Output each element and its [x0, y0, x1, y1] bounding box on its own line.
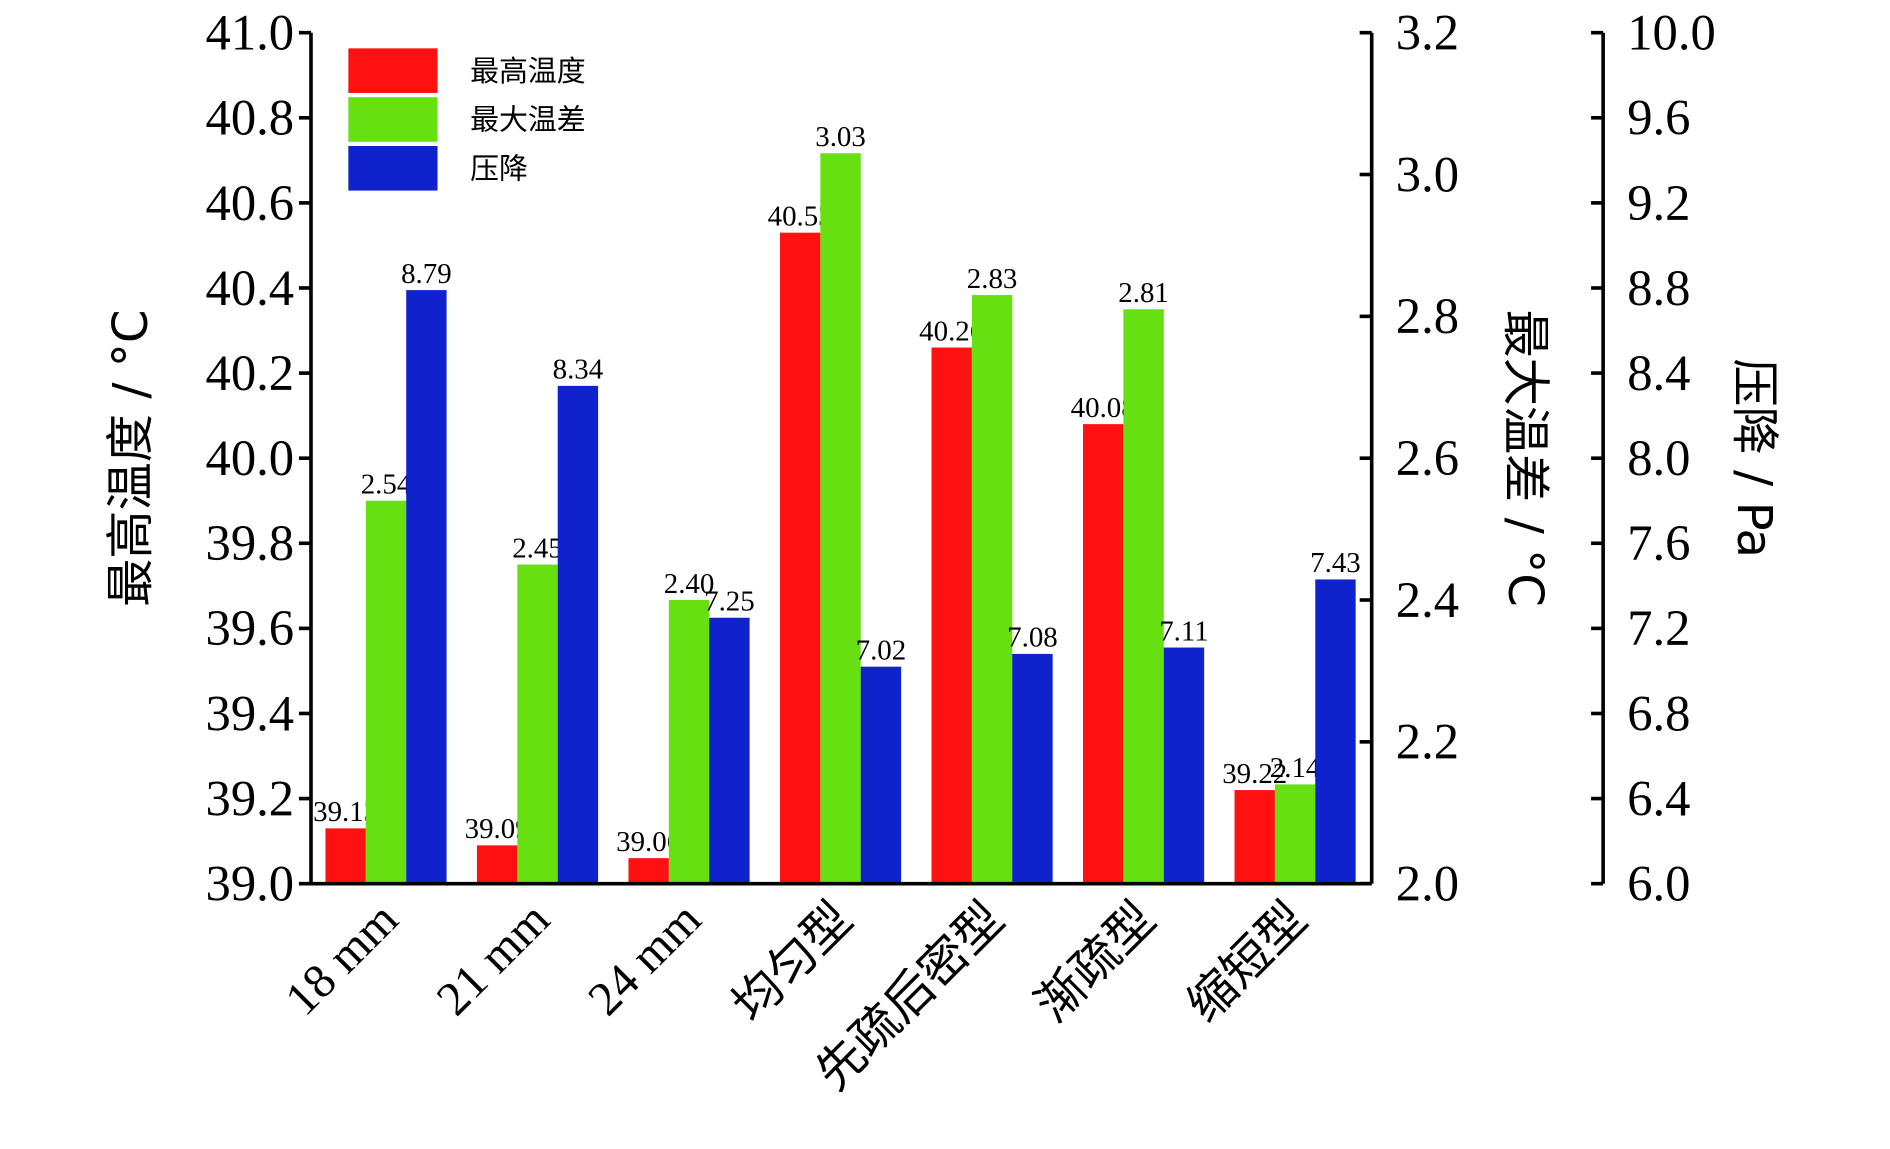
x-tick-label: 渐疏型: [1026, 893, 1166, 1033]
bar-0-6: [1234, 790, 1275, 884]
bar-1-2: [668, 600, 710, 884]
right2-tick-label: 6.8: [1627, 685, 1690, 741]
x-tick-label: 均匀型: [723, 893, 863, 1033]
data-label: 2.45: [512, 532, 563, 564]
data-label: 2.40: [664, 568, 715, 600]
legend-swatch: [348, 97, 438, 142]
left-tick-label: 40.6: [206, 175, 295, 231]
data-label: 8.79: [401, 258, 452, 290]
right2-tick-label: 7.2: [1627, 600, 1690, 656]
right1-tick-label: 2.6: [1396, 430, 1459, 486]
legend-label: 压降: [470, 152, 528, 186]
right2-tick-label: 9.6: [1627, 90, 1690, 146]
bar-0-2: [628, 858, 669, 884]
x-tick-label: 缩短型: [1178, 893, 1318, 1033]
x-tick-label: 21 mm: [427, 893, 560, 1026]
left-tick-label: 39.8: [206, 515, 295, 571]
left-tick-label: 39.2: [206, 770, 295, 826]
x-tick-label: 18 mm: [275, 893, 408, 1026]
bar-2-0: [406, 290, 447, 884]
right2-tick-label: 6.4: [1627, 770, 1690, 826]
right1-tick-label: 2.8: [1396, 288, 1459, 344]
bar-0-5: [1083, 424, 1124, 884]
x-tick-label: 24 mm: [578, 893, 711, 1026]
right2-tick-label: 10.0: [1627, 5, 1716, 61]
right2-tick-label: 7.6: [1627, 515, 1690, 571]
right1-tick-label: 2.2: [1396, 714, 1459, 770]
bar-1-3: [820, 153, 861, 884]
data-label: 3.03: [815, 121, 866, 153]
bar-2-2: [709, 617, 750, 884]
right2-tick-label: 8.4: [1627, 345, 1690, 401]
left-tick-label: 40.4: [206, 260, 295, 316]
left-tick-label: 40.2: [206, 345, 295, 401]
left-tick-label: 40.0: [206, 430, 295, 486]
bar-1-6: [1274, 784, 1316, 884]
bar-2-4: [1012, 653, 1053, 884]
data-label: 7.02: [856, 634, 907, 666]
data-label: 7.43: [1310, 547, 1361, 579]
data-label: 2.83: [967, 263, 1018, 295]
right2-axis-title: 压降 / Pa: [1726, 358, 1782, 558]
right2-tick-label: 9.2: [1627, 175, 1690, 231]
right2-tick-label: 8.0: [1627, 430, 1690, 486]
data-label: 2.54: [361, 469, 412, 501]
left-tick-label: 40.8: [206, 90, 295, 146]
right1-axis-title: 最大温差 / °C: [1497, 309, 1553, 606]
bar-0-0: [325, 828, 366, 884]
data-label: 7.25: [704, 586, 755, 618]
left-tick-label: 39.6: [206, 600, 295, 656]
bar-1-1: [517, 564, 558, 884]
bar-2-5: [1163, 647, 1205, 884]
bar-2-1: [557, 385, 599, 884]
right1-tick-label: 2.0: [1396, 856, 1459, 912]
data-label: 2.81: [1118, 277, 1169, 309]
bar-2-6: [1315, 579, 1356, 884]
data-label: 7.08: [1007, 622, 1058, 654]
bar-1-4: [971, 295, 1013, 884]
left-tick-label: 39.4: [206, 685, 295, 741]
bar-0-3: [779, 232, 821, 884]
right1-tick-label: 3.2: [1396, 5, 1459, 61]
data-label: 2.14: [1270, 752, 1321, 784]
bar-0-4: [931, 347, 972, 884]
legend-swatch: [348, 145, 438, 191]
bar-2-3: [860, 666, 902, 884]
left-tick-label: 39.0: [206, 856, 295, 912]
data-label: 7.11: [1159, 615, 1209, 647]
left-tick-label: 41.0: [206, 5, 295, 61]
bar-1-0: [365, 500, 407, 884]
right1-tick-label: 3.0: [1396, 146, 1459, 202]
right2-tick-label: 8.8: [1627, 260, 1690, 316]
right1-tick-label: 2.4: [1396, 572, 1459, 628]
data-label: 8.34: [553, 354, 604, 386]
legend-swatch: [348, 48, 438, 93]
bar-0-1: [476, 845, 518, 884]
right2-tick-label: 6.0: [1627, 856, 1690, 912]
legend-label: 最高温度: [470, 54, 586, 88]
legend-label: 最大温差: [470, 103, 586, 137]
left-axis-title: 最高温度 / °C: [103, 309, 159, 606]
bar-1-5: [1123, 309, 1164, 884]
